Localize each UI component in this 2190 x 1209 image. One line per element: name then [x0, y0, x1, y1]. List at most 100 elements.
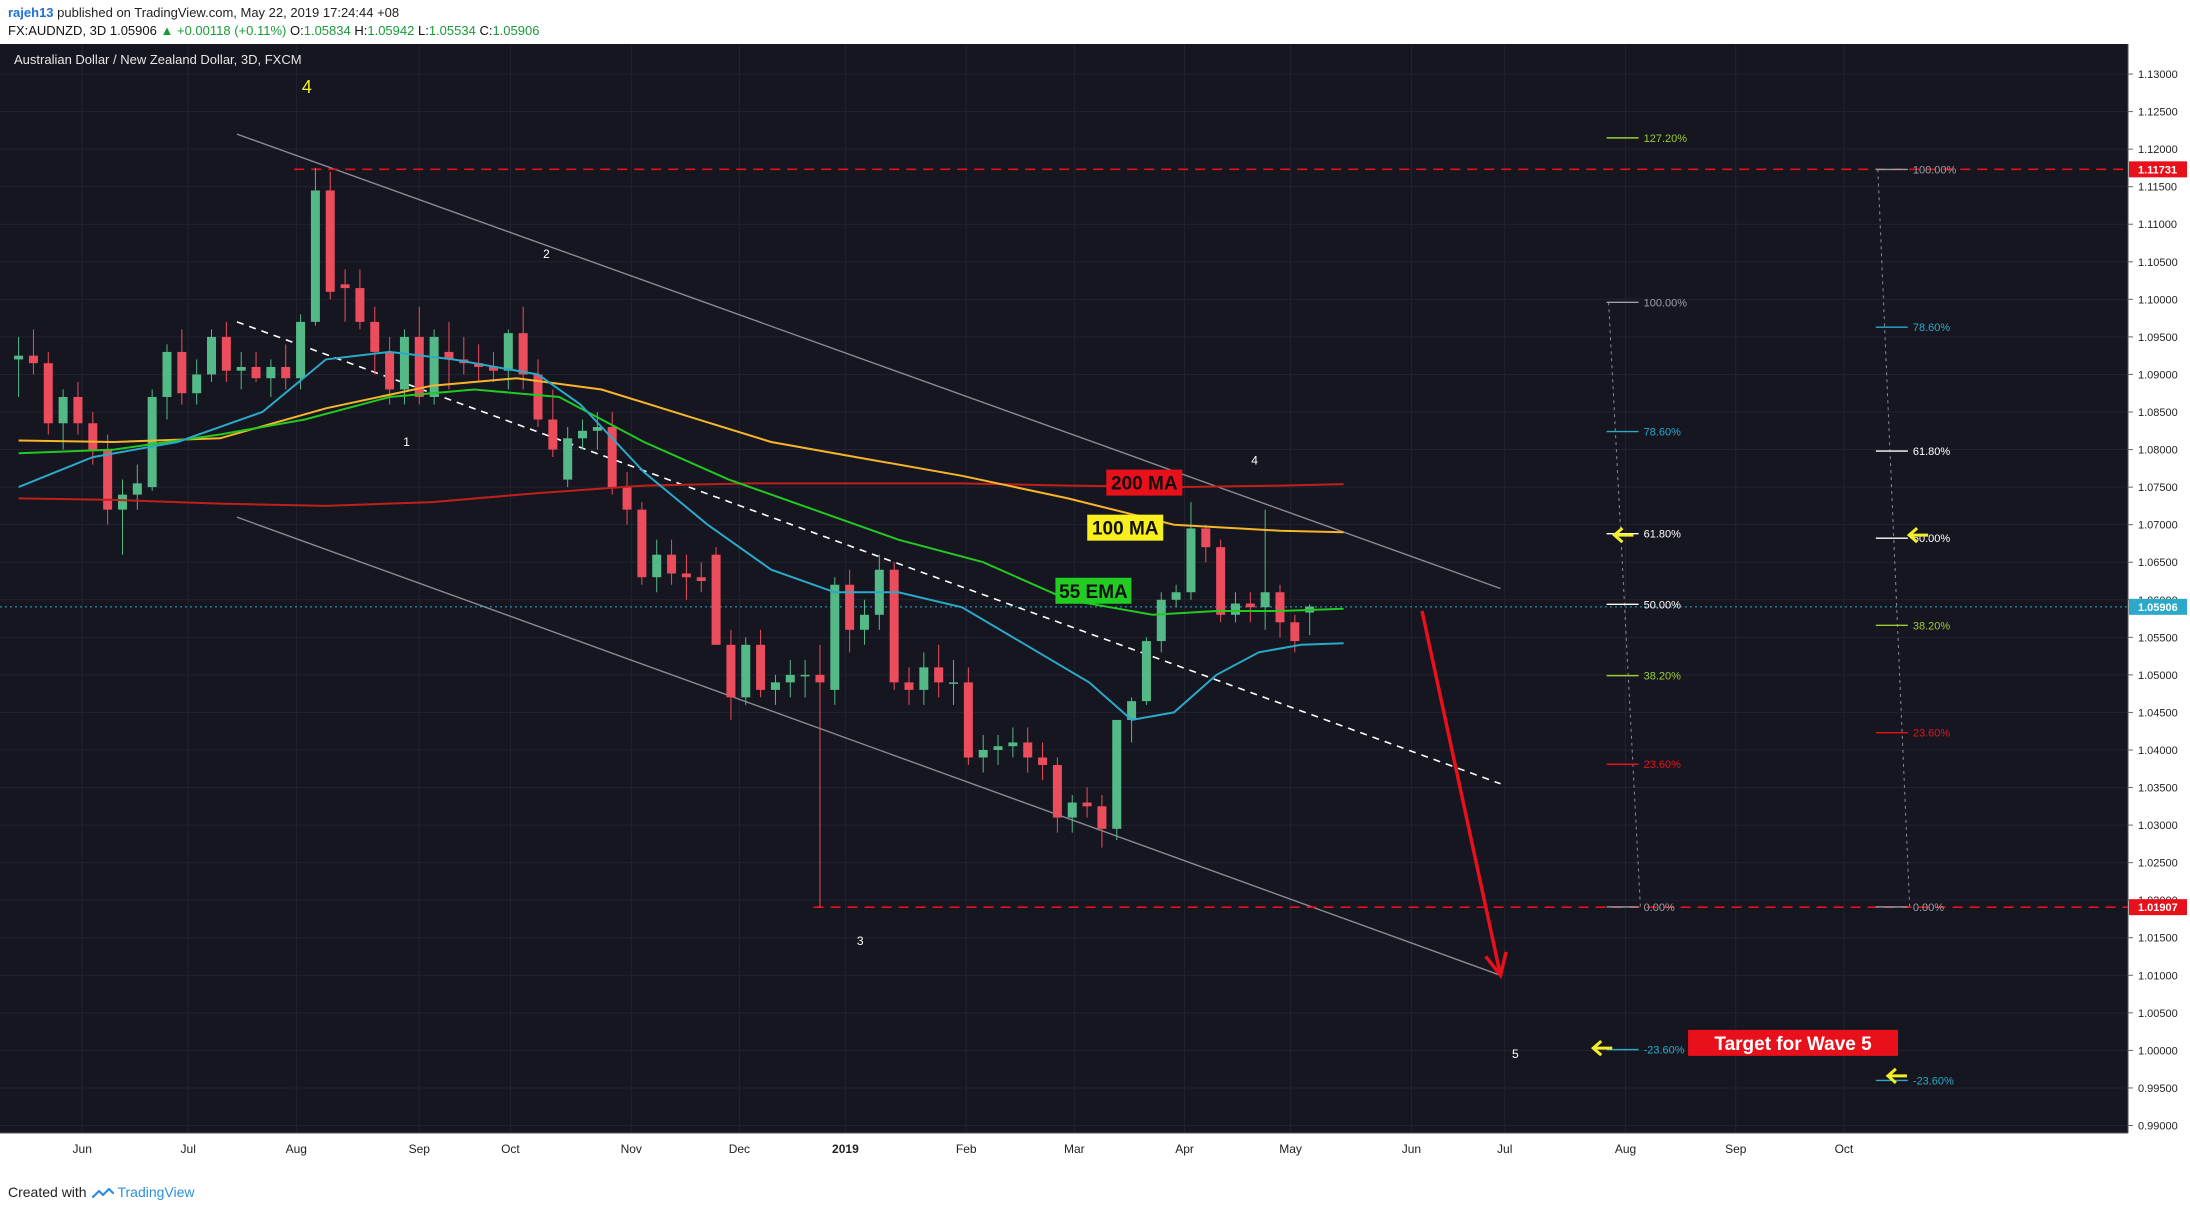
ma-label-text: 55 EMA [1059, 582, 1128, 603]
candle[interactable] [845, 569, 855, 653]
candle[interactable] [681, 554, 691, 600]
candle[interactable] [993, 734, 1003, 765]
candle-body [474, 363, 484, 367]
candle[interactable] [310, 167, 320, 326]
candle[interactable] [919, 652, 929, 705]
candle[interactable] [325, 171, 335, 300]
price-tag-box [2129, 598, 2187, 615]
candle[interactable] [117, 479, 127, 555]
tradingview-brand-link[interactable]: TradingView [117, 1184, 195, 1200]
candle-body [548, 419, 558, 450]
candle-body [414, 336, 424, 397]
candle[interactable] [963, 667, 973, 765]
candle[interactable] [518, 306, 528, 390]
candle[interactable] [578, 419, 588, 450]
candle[interactable] [949, 659, 959, 705]
candle[interactable] [889, 562, 899, 690]
candle[interactable] [1141, 637, 1151, 705]
candle[interactable] [296, 314, 306, 390]
candle[interactable] [251, 351, 261, 382]
candle[interactable] [1023, 727, 1033, 773]
candle[interactable] [830, 577, 840, 705]
candle[interactable] [73, 381, 83, 435]
fib-level-label: 100.00% [1644, 297, 1688, 309]
candle[interactable] [429, 329, 439, 405]
candle[interactable] [1082, 787, 1092, 818]
candle[interactable] [1230, 592, 1240, 623]
candle[interactable] [1097, 795, 1107, 848]
candle[interactable] [563, 427, 573, 488]
candle[interactable] [667, 539, 677, 585]
candle[interactable] [236, 351, 246, 390]
candle[interactable] [934, 644, 944, 698]
candle[interactable] [1216, 539, 1226, 623]
candle[interactable] [281, 344, 291, 390]
candle-body [741, 644, 751, 698]
candle[interactable] [370, 306, 380, 375]
candle[interactable] [741, 637, 751, 705]
candle[interactable] [177, 329, 187, 405]
candle[interactable] [28, 329, 38, 375]
candle[interactable] [1067, 795, 1077, 833]
candle[interactable] [192, 359, 202, 405]
candle[interactable] [637, 502, 647, 585]
price-tick-label: 1.11000 [2138, 219, 2177, 231]
author-link[interactable]: rajeh13 [8, 5, 54, 20]
price-tick-label: 1.08500 [2138, 407, 2178, 419]
candle[interactable] [548, 389, 558, 458]
candle[interactable] [162, 344, 172, 420]
candle[interactable] [978, 734, 988, 773]
candle[interactable] [1052, 757, 1062, 833]
candle[interactable] [1008, 727, 1018, 758]
candle[interactable] [266, 359, 276, 397]
candle-body [147, 396, 157, 488]
candle[interactable] [1112, 719, 1122, 841]
candle[interactable] [88, 412, 98, 465]
candle[interactable] [533, 359, 543, 428]
candle[interactable] [43, 351, 53, 435]
chart-area[interactable]: 1.13000 1.12500 1.12000 1.11500 1.11000 1.105… [0, 44, 2190, 1174]
candle[interactable] [207, 329, 217, 382]
candle[interactable] [1245, 592, 1255, 623]
candle[interactable] [904, 667, 914, 705]
candle[interactable] [815, 644, 825, 908]
candle[interactable] [756, 629, 766, 698]
candle[interactable] [444, 321, 454, 390]
candle[interactable] [221, 321, 231, 382]
candle[interactable] [58, 389, 68, 450]
chart-title: Australian Dollar / New Zealand Dollar, … [14, 52, 302, 67]
candle[interactable] [726, 629, 736, 720]
candle[interactable] [1201, 524, 1211, 563]
price-axis[interactable]: 1.13000 1.12500 1.12000 1.11500 1.11000 1.105… [2127, 44, 2178, 1133]
time-axis[interactable]: Jun Jul Aug Sep Oct Nov Dec 2019 Feb Mar Apr May Jun… [0, 1132, 2128, 1156]
time-tick-label: Dec [729, 1142, 750, 1156]
candle[interactable] [1156, 592, 1166, 653]
candle-body [266, 366, 276, 379]
candle[interactable] [770, 674, 780, 705]
wave-label: 1 [403, 435, 410, 449]
candle[interactable] [14, 336, 24, 397]
candle[interactable] [1171, 584, 1181, 608]
candle[interactable] [1186, 502, 1196, 600]
price-tick-label: 1.13000 [2138, 69, 2178, 81]
price-chart[interactable]: 1.13000 1.12500 1.12000 1.11500 1.11000 1.105… [0, 44, 2190, 1174]
candle[interactable] [132, 464, 142, 510]
candle[interactable] [696, 562, 706, 593]
candle[interactable] [652, 539, 662, 593]
candle[interactable] [1038, 742, 1048, 781]
candle[interactable] [859, 599, 869, 645]
candle-body [1245, 603, 1255, 608]
fib-level-label: 50.00% [1644, 599, 1682, 611]
open-value: 1.05834 [303, 23, 351, 38]
candle[interactable] [800, 659, 810, 698]
candle[interactable] [622, 472, 632, 525]
fib-level-label: 61.80% [1913, 446, 1951, 458]
candle-body [830, 584, 840, 690]
price-tick-label: 1.02500 [2138, 858, 2178, 870]
candle[interactable] [711, 547, 721, 645]
candle[interactable] [385, 336, 395, 405]
candle-body [1216, 547, 1226, 615]
candle[interactable] [355, 269, 365, 330]
candle[interactable] [785, 659, 795, 698]
candle[interactable] [340, 269, 350, 322]
